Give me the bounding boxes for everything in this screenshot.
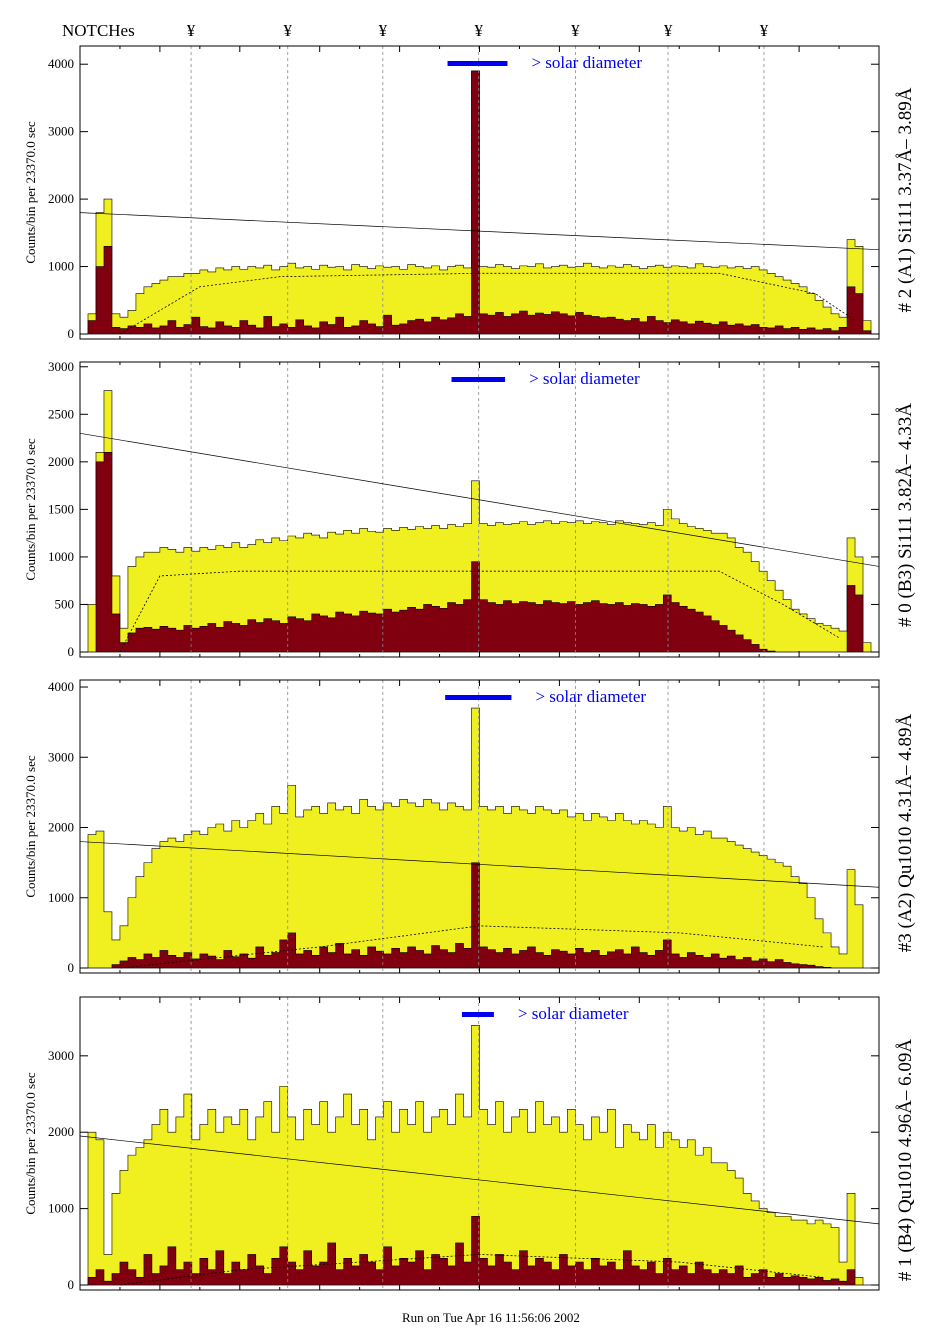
notches-label: NOTCHes [62,21,135,40]
panel-0: 0 1000 2000 3000 4000 > solar diameter Counts/… [23,45,916,341]
panel-title: # 0 (B3) Si111 3.82Å– 4.33Å [895,403,916,627]
notch-symbol: ¥ [379,21,388,40]
y-tick-label: 1000 [48,1201,74,1216]
solar-diameter-bar [447,61,508,66]
solar-diameter-bar [461,1012,494,1017]
y-tick-label: 3000 [48,749,74,764]
y-tick-label: 2000 [48,191,74,206]
histogram-signal [80,452,879,653]
run-timestamp: Run on Tue Apr 16 11:56:06 2002 [402,1310,580,1325]
y-tick-label: 0 [68,644,75,659]
dotted-curve [119,1254,824,1286]
y-axis-label: Counts/bin per 23370.0 sec [23,755,38,897]
histogram-total [80,707,879,969]
y-tick-label: 1000 [48,259,74,274]
y-tick-label: 1000 [48,890,74,905]
panels: 0 1000 2000 3000 4000 > solar diameter Counts/… [23,45,916,1292]
dotted-curve [119,272,856,335]
y-tick-label: 2000 [48,454,74,469]
histogram-signal [80,1215,879,1286]
notch-symbol: ¥ [571,21,580,40]
y-tick-label: 2000 [48,1124,74,1139]
dotted-curve [119,925,824,969]
y-tick-label: 2000 [48,820,74,835]
y-tick-label: 3000 [48,359,74,374]
solar-diameter-label: > solar diameter [531,53,642,72]
notch-symbol: ¥ [474,21,483,40]
solar-diameter-bar [451,377,506,382]
y-tick-label: 0 [68,960,75,975]
histogram-total [80,390,879,653]
notch-symbol: ¥ [283,21,292,40]
histogram-signal [80,70,879,335]
y-tick-label: 0 [68,1277,75,1292]
dotted-curve [119,570,840,653]
y-axis-label: Counts/bin per 23370.0 sec [23,438,38,580]
panel-1: 0 500 1000 1500 2000 2500 3000 > solar diameter… [23,359,916,659]
solar-diameter-label: > solar diameter [529,369,640,388]
solar-diameter-label: > solar diameter [518,1004,629,1023]
panel-3: 0 1000 2000 3000 > solar diameter Counts/bin … [23,996,916,1292]
y-axis-label: Counts/bin per 23370.0 sec [23,1072,38,1214]
y-tick-label: 1000 [48,549,74,564]
histogram-signal [80,862,879,969]
y-tick-label: 0 [68,326,75,341]
solar-diameter-bar [445,695,512,700]
trend-line [79,841,880,888]
panel-title: #3 (A2) Qu1010 4.31Å– 4.89Å [895,713,916,952]
y-tick-label: 3000 [48,1048,74,1063]
y-axis-label: Counts/bin per 23370.0 sec [23,121,38,263]
panel-2: 0 1000 2000 3000 4000 > solar diameter Counts/… [23,679,916,975]
y-tick-label: 4000 [48,679,74,694]
notch-symbol: ¥ [187,21,196,40]
trend-line [79,1135,880,1225]
solar-diameter-label: > solar diameter [535,687,646,706]
y-tick-label: 3000 [48,124,74,139]
y-tick-label: 2500 [48,406,74,421]
y-tick-label: 4000 [48,56,74,71]
panel-title: # 2 (A1) Si111 3.37Å– 3.89Å [895,87,916,312]
notch-symbol: ¥ [760,21,769,40]
notch-symbols: ¥ ¥ ¥ ¥ ¥ ¥ ¥ [187,21,769,40]
trend-line [79,212,880,251]
histogram-total [80,1024,879,1286]
trend-line [79,432,880,567]
y-tick-label: 1500 [48,501,74,516]
panel-title: # 1 (B4) Qu1010 4.96Å– 6.09Å [895,1039,916,1282]
y-tick-label: 500 [55,596,75,611]
notch-symbol: ¥ [664,21,673,40]
